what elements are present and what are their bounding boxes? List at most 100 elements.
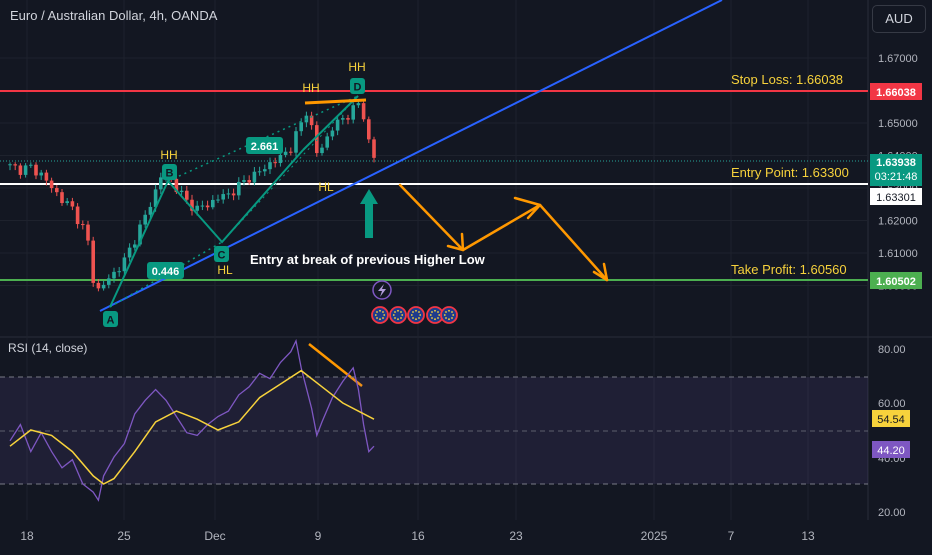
candle-body <box>60 192 64 204</box>
pattern-point-c-label: C <box>218 250 226 262</box>
pattern-point-a-label: A <box>107 315 115 327</box>
pattern-point-c[interactable]: C <box>214 246 229 262</box>
candle-body <box>44 172 49 181</box>
ratio-badge-2-label: 2.661 <box>251 141 279 153</box>
pattern-point-d-label: D <box>354 82 362 94</box>
candle-body <box>242 180 246 182</box>
candle-body <box>86 224 90 241</box>
candle-body <box>107 278 111 285</box>
candle-body <box>268 162 272 170</box>
candle-body <box>34 164 38 176</box>
candle-body <box>252 171 257 183</box>
ratio-badge-1-label: 0.446 <box>152 266 180 278</box>
candle-body <box>257 171 262 173</box>
time-tick-label: 18 <box>20 529 34 543</box>
entry-price-text: 1.63301 <box>876 192 916 204</box>
candle-body <box>112 271 116 279</box>
candle-body <box>70 201 75 207</box>
eu-flag-icon[interactable] <box>407 306 425 324</box>
time-tick-label: 25 <box>117 529 131 543</box>
ratio-badge-2[interactable]: 2.661 <box>246 137 283 154</box>
take-profit-price-badge: 1.60502 <box>870 272 922 289</box>
candle-body <box>361 103 366 120</box>
candle-body <box>55 188 59 193</box>
structure-label-hh-3: HH <box>348 60 365 74</box>
price-tick-label: 1.67000 <box>878 53 918 65</box>
candles[interactable] <box>8 100 376 292</box>
pattern-point-d[interactable]: D <box>350 78 365 94</box>
structure-label-hh-2: HH <box>302 81 319 95</box>
rsi-title: RSI (14, close) <box>8 341 88 355</box>
candle-body <box>283 151 288 155</box>
time-tick-label: 9 <box>315 529 322 543</box>
rsi-ma-value: 54.54 <box>877 414 905 426</box>
chart-title: Euro / Australian Dollar, 4h, OANDA <box>10 8 218 23</box>
candle-body <box>294 131 298 153</box>
candle-body <box>335 119 340 131</box>
candle-body <box>190 199 194 211</box>
candle-body <box>200 205 205 207</box>
candle-body <box>372 139 376 158</box>
rsi-divergence-line[interactable] <box>308 343 363 387</box>
candle-body <box>96 282 101 289</box>
candle-body <box>29 164 33 166</box>
last-price-text: 1.63938 <box>876 157 916 169</box>
currency-button[interactable]: AUD <box>872 5 926 33</box>
eu-flag-icon[interactable] <box>440 306 458 324</box>
rsi-value-badge: 44.20 <box>872 441 910 458</box>
time-axis[interactable]: 18 25 Dec 9 16 23 2025 7 13 <box>20 529 815 543</box>
take-profit-price-text: 1.60502 <box>876 276 916 288</box>
candle-body <box>367 119 371 140</box>
lightning-icon[interactable] <box>372 280 392 300</box>
candle-body <box>211 199 215 208</box>
time-tick-label: 23 <box>509 529 523 543</box>
time-tick-label: 16 <box>411 529 425 543</box>
time-tick-label: Dec <box>204 529 225 543</box>
economic-event-icons[interactable] <box>371 306 458 324</box>
candle-body <box>195 205 199 211</box>
candle-body <box>13 164 17 166</box>
candle-body <box>185 190 189 200</box>
candle-body <box>247 180 251 183</box>
rsi-ma-badge: 54.54 <box>872 410 910 427</box>
candle-body <box>205 205 210 208</box>
entry-label: Entry Point: 1.63300 <box>731 165 849 180</box>
abcd-pattern[interactable]: A B C D 0.446 2.661 <box>103 78 365 327</box>
stop-loss-price-badge: 1.66038 <box>870 83 922 100</box>
candle-body <box>309 115 314 126</box>
entry-note: Entry at break of previous Higher Low <box>250 252 486 267</box>
eu-flag-icon[interactable] <box>389 306 407 324</box>
candle-body <box>289 151 293 153</box>
candle-body <box>231 193 236 196</box>
abcd-leg-solid <box>109 149 304 308</box>
candle-body <box>216 199 220 201</box>
countdown-text: 03:21:48 <box>875 171 918 183</box>
double-top-line[interactable] <box>304 98 367 105</box>
candle-body <box>133 244 137 248</box>
candle-body <box>351 105 355 120</box>
candle-body <box>138 224 142 245</box>
candle-body <box>320 147 324 154</box>
candle-body <box>49 180 54 189</box>
candle-body <box>117 271 121 273</box>
ascending-trendline[interactable] <box>99 0 723 312</box>
time-tick-label: 2025 <box>641 529 668 543</box>
structure-label-hl-2: HL <box>318 180 334 194</box>
candle-body <box>159 177 163 190</box>
projection-path[interactable] <box>398 183 609 282</box>
pattern-point-a[interactable]: A <box>103 311 118 327</box>
candle-body <box>174 178 179 193</box>
candle-body <box>127 247 132 258</box>
pattern-point-b[interactable]: B <box>162 164 177 180</box>
ratio-badge-1[interactable]: 0.446 <box>147 262 184 279</box>
candle-body <box>148 206 153 215</box>
candle-body <box>341 118 345 120</box>
rsi-ma-line[interactable] <box>9 369 375 485</box>
eu-flag-icon[interactable] <box>371 306 389 324</box>
rsi-value: 44.20 <box>877 445 905 457</box>
candle-body <box>81 224 85 226</box>
stop-loss-price-text: 1.66038 <box>876 87 916 99</box>
